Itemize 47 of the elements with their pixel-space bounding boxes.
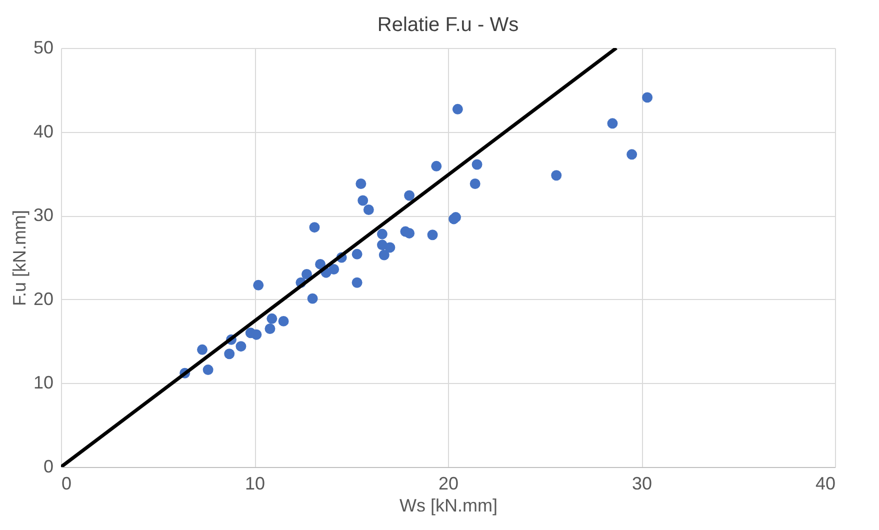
- point: [352, 277, 362, 288]
- point: [197, 344, 208, 355]
- point: [309, 222, 320, 233]
- point: [315, 258, 326, 270]
- chart-title: Relatie F.u - Ws: [377, 14, 519, 36]
- x-tick-label: 40: [815, 474, 836, 494]
- y-tick-label: 50: [33, 38, 54, 58]
- point: [278, 316, 289, 326]
- point: [328, 264, 340, 274]
- y-axis-title: F.u [kN.mm]: [9, 210, 30, 306]
- y-tick-label: 30: [33, 205, 54, 226]
- point: [470, 178, 480, 189]
- point: [626, 149, 638, 160]
- point: [452, 104, 463, 114]
- x-tick-label: 10: [244, 474, 266, 494]
- point: [352, 248, 362, 260]
- point: [264, 323, 276, 334]
- point: [356, 178, 366, 189]
- point: [202, 364, 214, 376]
- x-tick-label: 0: [62, 474, 72, 494]
- point: [376, 228, 388, 240]
- y-tick-label: 40: [33, 121, 54, 142]
- point: [302, 269, 312, 280]
- point: [251, 329, 262, 340]
- point: [358, 195, 368, 206]
- point: [378, 250, 390, 260]
- y-tick-label: 20: [33, 288, 54, 309]
- point: [404, 190, 415, 201]
- point: [551, 170, 562, 181]
- point: [266, 313, 278, 324]
- point: [607, 118, 618, 129]
- point: [363, 204, 374, 215]
- point: [236, 341, 246, 352]
- point: [472, 159, 482, 170]
- point: [431, 160, 442, 172]
- point: [384, 242, 396, 253]
- x-tick-label: 20: [438, 474, 459, 494]
- point: [307, 293, 318, 304]
- point: [427, 230, 438, 240]
- y-tick-label: 10: [33, 372, 54, 393]
- x-tick-label: 30: [632, 474, 652, 494]
- y-tick-label: 0: [43, 456, 54, 476]
- x-axis-title: Ws [kN.mm]: [400, 496, 498, 516]
- point: [253, 280, 264, 290]
- point: [224, 348, 235, 360]
- point: [642, 92, 653, 103]
- point: [404, 228, 415, 238]
